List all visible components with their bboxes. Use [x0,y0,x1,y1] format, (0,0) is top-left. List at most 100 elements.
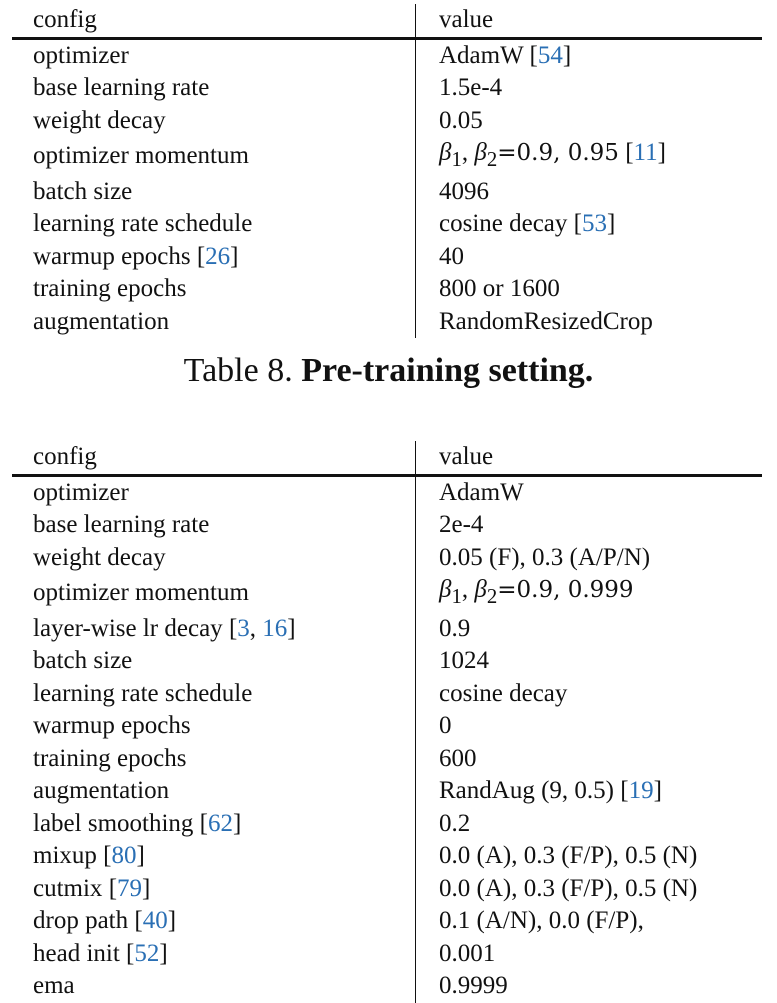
table-row: optimizer momentum β1, β2=0.9, 0.999 [12,574,762,613]
config-cell: optimizer [12,38,416,72]
table-row: augmentation RandomResizedCrop [12,305,762,338]
value-cell: RandAug (9, 0.5) [19] [439,777,662,804]
citation-link[interactable]: 16 [262,614,288,642]
config-cell: optimizer momentum [12,574,416,613]
value-cell: 0 [439,712,452,739]
table-row: training epochs 600 [12,742,762,775]
config-text: layer-wise lr decay [33,614,223,642]
table-row: label smoothing [62] 0.2 [12,807,762,840]
config-cell: weight decay [12,104,416,137]
config-cell: learning rate schedule [12,208,416,241]
value-cell: 600 [439,744,477,772]
value-cell: AdamW [54] [439,41,572,69]
config-cell: ema [12,970,416,1003]
value-cell: β1, β2=0.9, 0.95 [11] [439,139,666,171]
config-cell: head init [52] [12,937,416,970]
config-cell: optimizer [12,475,416,509]
value-text: cosine decay [439,210,568,237]
citation-link[interactable]: 62 [207,809,233,837]
citation-link[interactable]: 40 [142,907,168,934]
config-cell: base learning rate [12,72,416,105]
citation-link[interactable]: 53 [581,210,607,237]
table-row: base learning rate 1.5e-4 [12,72,762,105]
citation-link[interactable]: 11 [633,139,658,166]
config-cell: layer-wise lr decay [3, 16] [12,612,416,645]
value-cell: 0.001 [439,939,496,967]
config-cell: training epochs [12,273,416,306]
value-cell: 0.2 [439,809,471,837]
table-row: optimizer AdamW [54] [12,38,762,72]
value-cell: 1024 [439,647,489,674]
table-row: batch size 4096 [12,175,762,208]
table-row: drop path [40] 0.1 (A/N), 0.0 (F/P), [12,905,762,938]
config-text: label smoothing [33,809,194,837]
beta1-symbol: β [439,139,452,166]
table-caption: Table 8. Pre-training setting. [0,348,777,394]
value-column-header: value [415,441,762,477]
citation-link[interactable]: 79 [117,874,143,902]
config-cell: weight decay [12,541,416,574]
beta1-symbol: β [439,576,452,603]
finetuning-settings-table: config value optimizer AdamW base learni… [12,441,762,1003]
table-row: optimizer momentum β1, β2=0.9, 0.95 [11] [12,137,762,176]
table-row: head init [52] 0.001 [12,937,762,970]
config-text: cutmix [33,874,103,902]
config-text: warmup epochs [33,242,191,270]
beta1-subscript: 1 [451,584,462,608]
config-text: head init [33,939,120,967]
config-cell: augmentation [12,305,416,338]
config-cell: batch size [12,645,416,678]
caption-title: Pre-training setting. [301,352,594,389]
value-cell: 2e-4 [439,511,484,538]
value-text: RandAug (9, 0.5) [439,777,614,804]
value-cell: AdamW [439,478,524,506]
table-row: base learning rate 2e-4 [12,509,762,542]
config-cell: warmup epochs [12,710,416,743]
table-row: augmentation RandAug (9, 0.5) [19] [12,775,762,808]
config-cell: base learning rate [12,509,416,542]
config-column-header: config [12,441,416,477]
citation-link[interactable]: 3 [237,614,250,642]
config-cell: label smoothing [62] [12,807,416,840]
beta-values: =0.9, 0.999 [497,577,634,603]
table-row: learning rate schedule cosine decay [53] [12,208,762,241]
table-row: batch size 1024 [12,645,762,678]
config-text: drop path [33,907,129,934]
config-cell: drop path [40] [12,905,416,938]
value-cell: 4096 [439,177,489,205]
table-row: weight decay 0.05 (F), 0.3 (A/P/N) [12,541,762,574]
table-row: optimizer AdamW [12,475,762,509]
value-cell: cosine decay [53] [439,210,616,237]
config-column-header: config [12,4,416,40]
table-row: layer-wise lr decay [3, 16] 0.9 [12,612,762,645]
value-cell: 0.05 (F), 0.3 (A/P/N) [439,543,651,571]
value-cell: 0.9999 [439,972,508,999]
config-cell: optimizer momentum [12,137,416,176]
config-cell: cutmix [79] [12,872,416,905]
value-cell: 40 [439,242,464,270]
value-cell: 0.0 (A), 0.3 (F/P), 0.5 (N) [439,874,698,902]
beta2-symbol: β [474,576,487,603]
table-row: learning rate schedule cosine decay [12,677,762,710]
table-row: ema 0.9999 [12,970,762,1003]
beta2-subscript: 2 [486,147,498,171]
value-cell: 0.05 [439,106,483,134]
value-cell: RandomResizedCrop [439,307,653,335]
citation-link[interactable]: 54 [537,41,563,69]
value-column-header: value [415,4,762,40]
config-cell: batch size [12,175,416,208]
table-header-row: config value [12,441,762,477]
value-cell: cosine decay [439,679,568,707]
citation-link[interactable]: 52 [134,939,160,967]
config-cell: warmup epochs [26] [12,240,416,273]
value-cell: β1, β2=0.9, 0.999 [439,576,634,608]
citation-link[interactable]: 19 [628,777,654,804]
table-row: cutmix [79] 0.0 (A), 0.3 (F/P), 0.5 (N) [12,872,762,905]
config-cell: learning rate schedule [12,677,416,710]
citation-link[interactable]: 80 [111,842,137,869]
table-row: warmup epochs [26] 40 [12,240,762,273]
value-cell: 0.1 (A/N), 0.0 (F/P), [439,907,644,934]
table-header-row: config value [12,4,762,40]
citation-link[interactable]: 26 [205,242,231,270]
value-cell: 0.0 (A), 0.3 (F/P), 0.5 (N) [439,842,698,869]
